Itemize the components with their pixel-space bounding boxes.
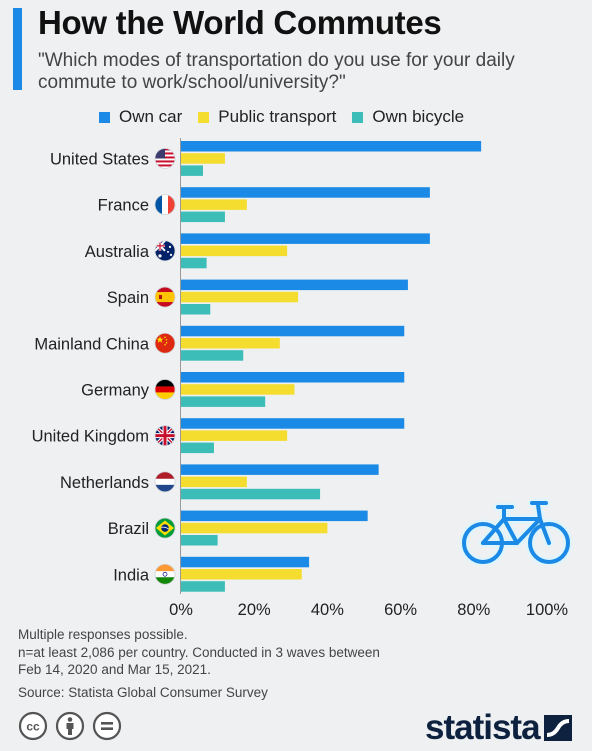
china-flag-icon — [154, 332, 176, 354]
bar-own-car — [181, 510, 368, 522]
australia-flag-icon — [154, 240, 176, 262]
license-icons: cc — [18, 711, 129, 741]
bicycle-icon — [460, 498, 572, 565]
bar-own-bicycle — [181, 535, 218, 546]
category-label: Spain — [107, 289, 149, 307]
bar-own-car — [181, 464, 379, 475]
bar-own-bicycle — [181, 304, 211, 315]
x-tick-label: 60% — [384, 601, 417, 619]
category-label: Australia — [85, 243, 150, 261]
bar-public-transport — [181, 245, 288, 257]
statista-logo[interactable]: statista — [425, 708, 572, 748]
x-tick-label: 40% — [311, 601, 344, 619]
footnote-line: Feb 14, 2020 and Mar 15, 2021. — [18, 662, 211, 677]
x-tick-label: 100% — [526, 601, 569, 619]
netherlands-flag-icon — [154, 471, 176, 493]
source-note: Source: Statista Global Consumer Survey — [18, 684, 268, 700]
bar-own-car — [181, 418, 405, 429]
category-label: United States — [50, 150, 149, 168]
category-label: United Kingdom — [32, 428, 149, 446]
bar-own-bicycle — [181, 211, 225, 223]
legend-swatch-own-car — [99, 111, 110, 123]
category-label: Germany — [81, 381, 150, 399]
bar-own-bicycle — [181, 257, 207, 269]
bar-public-transport — [181, 153, 225, 164]
category-label: Netherlands — [60, 474, 149, 492]
footnote-line: Multiple responses possible. — [18, 627, 188, 642]
uk-flag-icon — [154, 425, 176, 447]
bar-own-bicycle — [181, 581, 225, 592]
bar-public-transport — [181, 522, 328, 534]
bar-own-bicycle — [181, 396, 266, 407]
bar-own-car — [181, 325, 405, 337]
bar-public-transport — [181, 338, 280, 349]
bar-public-transport — [181, 569, 302, 580]
legend-label-public-transport: Public transport — [218, 107, 337, 126]
no-derivatives-icon[interactable] — [92, 711, 122, 741]
statista-mark-icon — [543, 715, 572, 741]
category-label: France — [98, 197, 149, 215]
bar-own-car — [181, 141, 482, 152]
category-label: Brazil — [108, 520, 149, 538]
brazil-flag-icon — [154, 517, 176, 539]
category-label: India — [113, 566, 150, 584]
page-subtitle: "Which modes of transportation do you us… — [38, 50, 515, 93]
france-flag-icon — [154, 194, 176, 216]
legend-item-own-bicycle: Own bicycle — [352, 107, 464, 127]
bar-own-bicycle — [181, 488, 321, 500]
page-title: How the World Commutes — [38, 4, 442, 41]
title-accent-bar — [13, 8, 22, 90]
bar-own-car — [181, 187, 430, 198]
bar-own-bicycle — [181, 165, 203, 176]
bar-public-transport — [181, 199, 247, 210]
bar-public-transport — [181, 430, 288, 441]
bar-own-bicycle — [181, 442, 214, 454]
x-tick-label: 0% — [169, 601, 193, 619]
x-tick-label: 20% — [238, 601, 271, 619]
legend-swatch-public-transport — [198, 111, 210, 123]
legend-label-own-car: Own car — [119, 107, 183, 126]
bar-own-car — [181, 556, 310, 568]
bar-own-car — [181, 372, 405, 383]
germany-flag-icon — [154, 379, 176, 400]
bar-own-car — [181, 233, 430, 244]
bar-public-transport — [181, 291, 299, 303]
legend-swatch-own-bicycle — [352, 111, 364, 123]
footnote: Multiple responses possible. n=at least … — [18, 626, 380, 701]
bar-own-car — [181, 279, 408, 291]
bar-own-bicycle — [181, 350, 244, 361]
spain-flag-icon — [154, 286, 176, 308]
bar-chart: United States France Australia Spain Mainlan… — [32, 138, 569, 619]
bar-public-transport — [181, 384, 295, 395]
attribution-icon[interactable] — [55, 711, 85, 741]
us-flag-icon — [154, 148, 176, 169]
x-tick-label: 80% — [457, 601, 490, 619]
legend-label-own-bicycle: Own bicycle — [372, 107, 465, 126]
category-label: Mainland China — [34, 335, 149, 353]
svg-text:cc: cc — [26, 720, 40, 734]
india-flag-icon — [154, 563, 176, 585]
footnote-line: n=at least 2,086 per country. Conducted … — [18, 644, 380, 660]
bar-public-transport — [181, 476, 247, 488]
legend-item-public-transport: Public transport — [198, 107, 336, 127]
legend-item-own-car: Own car — [99, 107, 182, 127]
brand-name: statista — [425, 708, 541, 747]
chart-legend: Own car Public transport Own bicycle — [99, 107, 480, 127]
cc-icon[interactable]: cc — [18, 711, 48, 741]
